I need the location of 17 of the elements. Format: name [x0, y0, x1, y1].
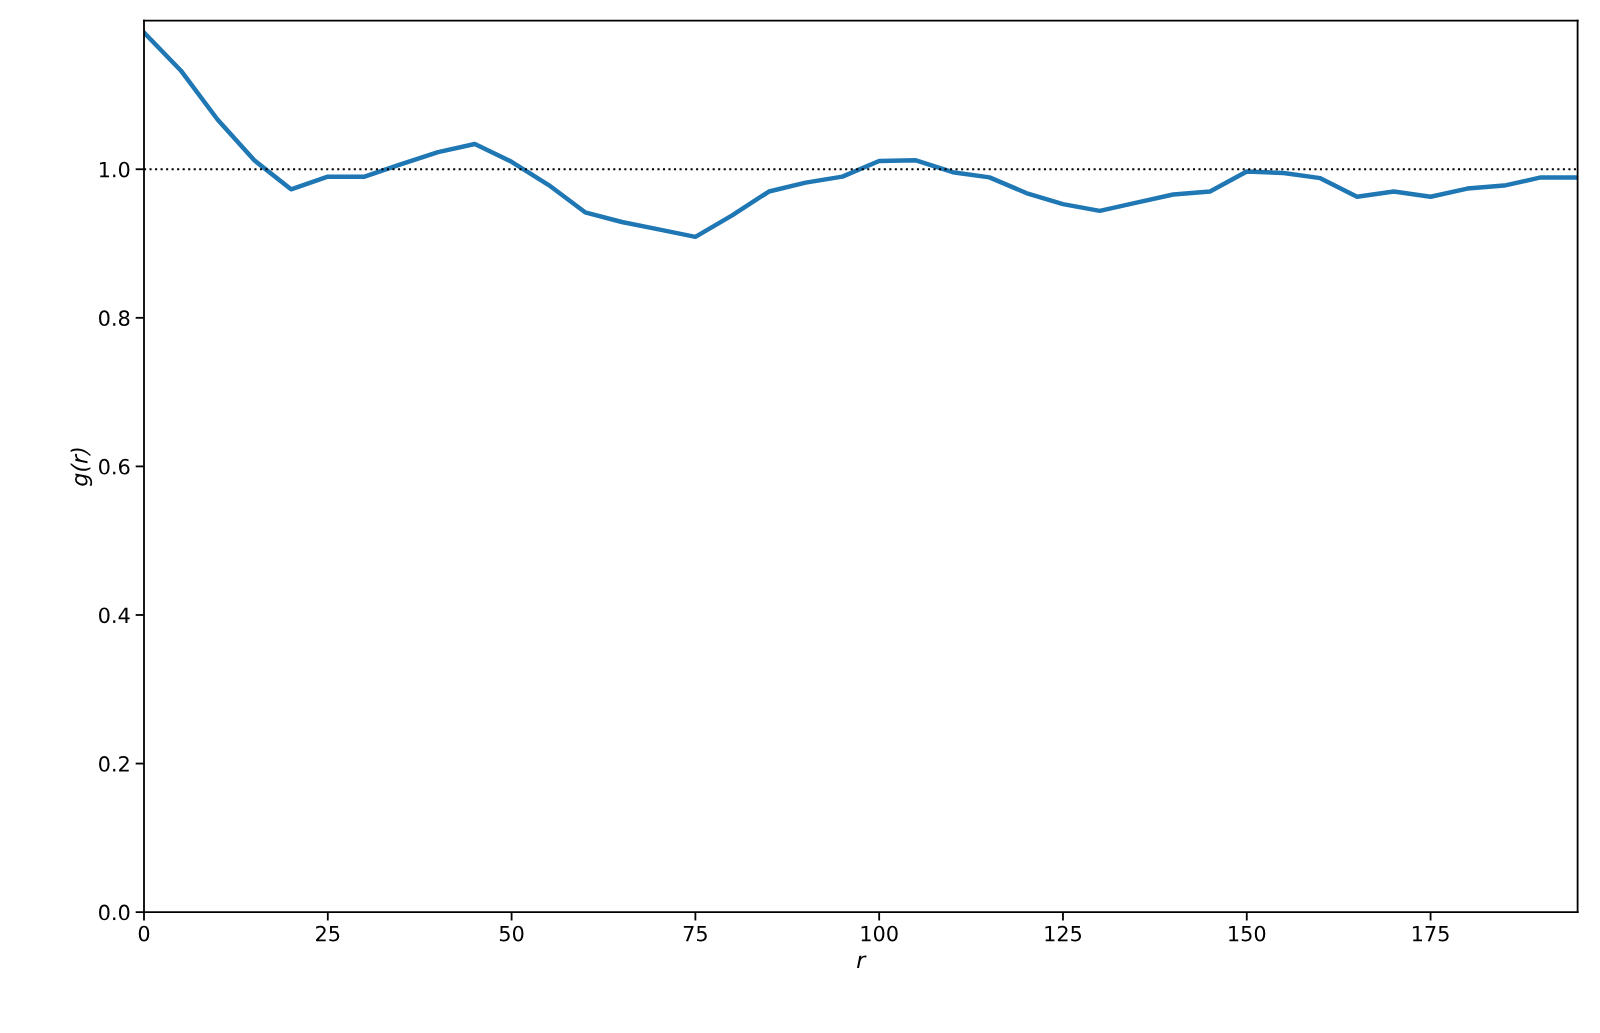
x-tick-label: 75: [683, 925, 707, 942]
x-tick-label: 50: [499, 925, 524, 942]
x-axis-title: r: [857, 955, 867, 968]
x-tick-label: 100: [861, 925, 898, 942]
y-tick-label: 1.0: [99, 161, 130, 178]
x-tick-label: 25: [316, 925, 340, 942]
x-tick-label: 175: [1412, 925, 1449, 942]
x-tick-label: 125: [1045, 925, 1082, 942]
y-tick-label: 0.8: [99, 310, 130, 327]
x-tick-label: 0: [138, 925, 150, 942]
y-tick-label: 0.6: [99, 458, 130, 475]
x-tick-label: 150: [1229, 925, 1266, 942]
line-series: [144, 30, 1578, 240]
y-tick-label: 0.4: [99, 607, 130, 624]
y-tick-label: 0.2: [99, 756, 129, 772]
y-axis-title: g(r): [70, 448, 93, 486]
y-tick-label: 0.0: [99, 904, 130, 921]
